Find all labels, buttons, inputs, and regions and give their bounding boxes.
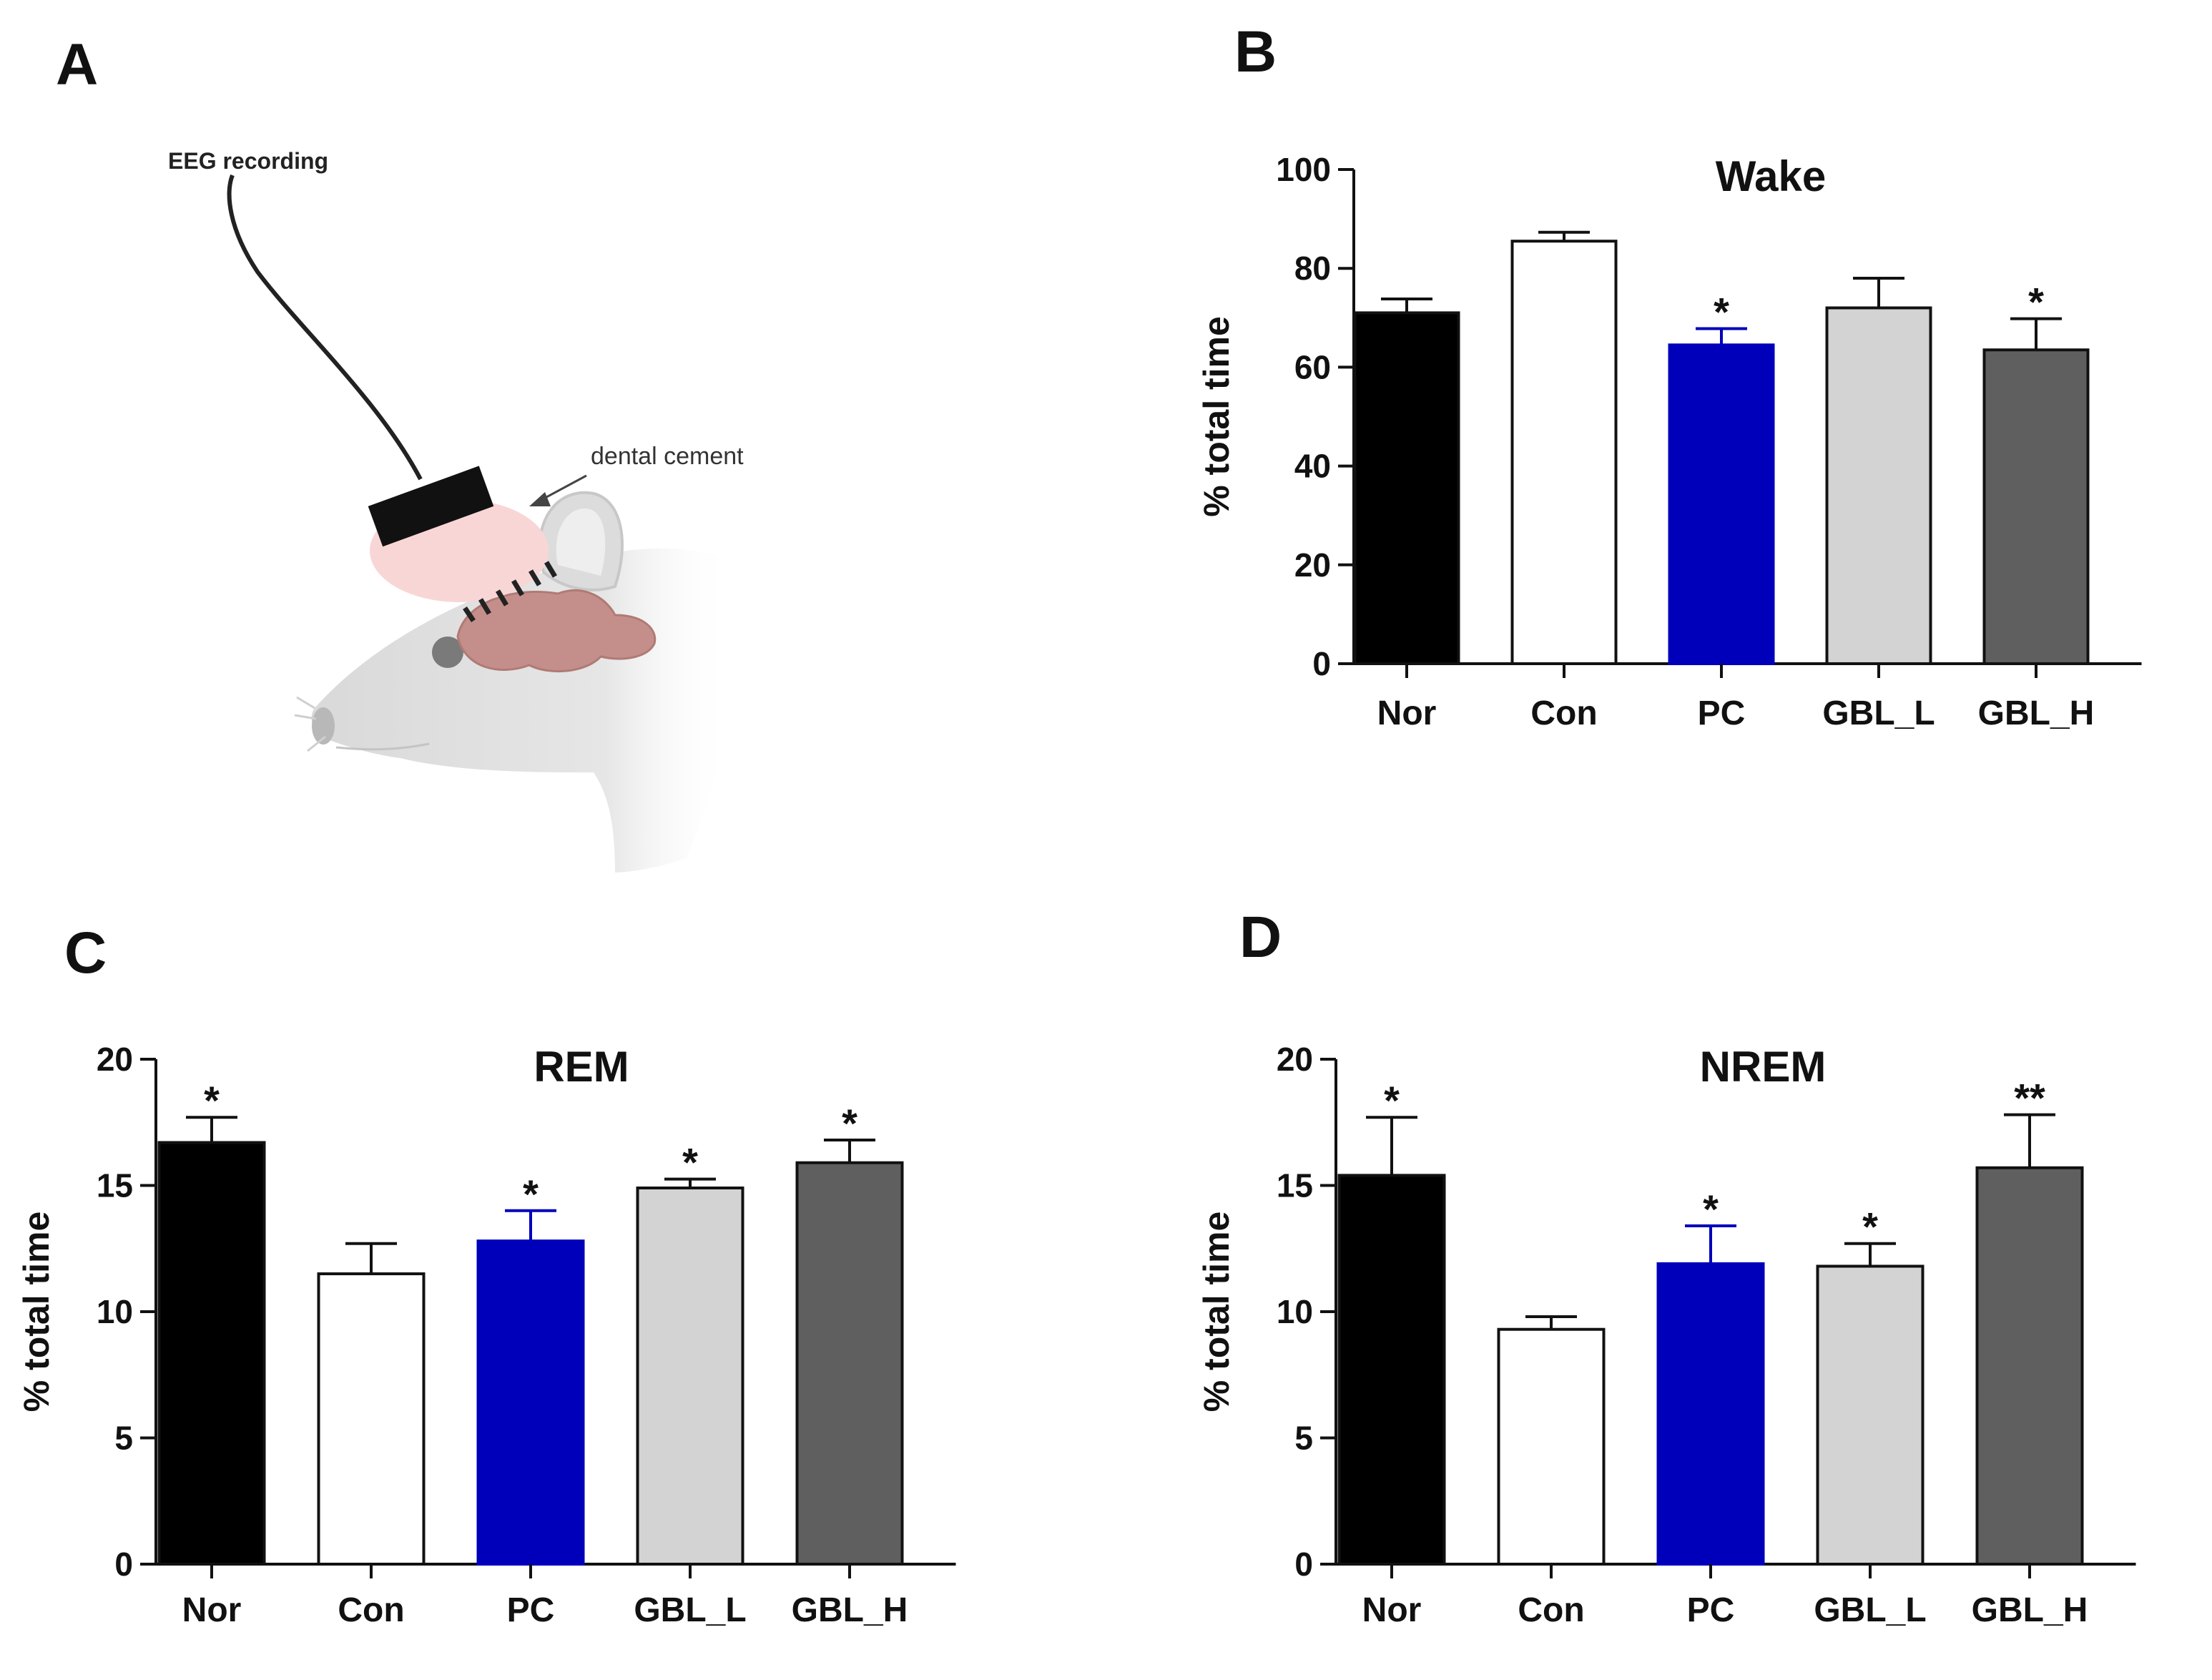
bar-nor [157, 1141, 266, 1566]
brain-icon [456, 589, 657, 673]
y-tick-label: 5 [1294, 1420, 1313, 1457]
panel-letter-c: C [64, 920, 107, 986]
panel-letter-b: B [1234, 19, 1277, 84]
chart-wake: Wake % total time 0 20 40 60 80 100 Nor Con PC * GBL… [1196, 151, 2142, 732]
significance-marker: * [1703, 1187, 1719, 1232]
bar-gbl-h [1982, 348, 2090, 665]
eeg-recording-label: EEG recording [168, 148, 328, 174]
bar-gbl-l [636, 1187, 744, 1566]
dental-cement-label: dental cement [591, 443, 744, 470]
x-tick-label: GBL_L [1822, 694, 1935, 732]
bar-pc [476, 1239, 585, 1566]
x-tick-label: GBL_H [1978, 694, 2095, 732]
dental-cement-arrow [539, 474, 587, 502]
significance-marker: * [2028, 280, 2044, 325]
bar-con [1497, 1327, 1606, 1566]
x-tick-label: Nor [1377, 694, 1437, 732]
y-tick-label: 15 [1277, 1167, 1313, 1204]
x-tick-label: Con [338, 1591, 404, 1629]
rat-eeg-illustration: EEG recording dental cement [168, 148, 744, 873]
x-tick-label: GBL_H [792, 1591, 908, 1629]
y-tick-label: 100 [1276, 151, 1331, 188]
chart-title: NREM [1700, 1043, 1827, 1091]
y-tick-label: 15 [97, 1167, 133, 1204]
electrodes [463, 561, 558, 622]
x-tick-label: GBL_L [1814, 1591, 1926, 1629]
bar-con [1510, 240, 1618, 665]
y-axis-label: % total time [1196, 1212, 1237, 1413]
y-tick-label: 80 [1294, 250, 1331, 287]
bar-pc [1656, 1262, 1765, 1566]
rat-eye [432, 637, 463, 668]
bar-nor [1337, 1174, 1446, 1566]
significance-marker: * [682, 1140, 698, 1185]
significance-marker: * [842, 1101, 857, 1146]
y-tick-label: 40 [1294, 448, 1331, 485]
x-tick-label: PC [507, 1591, 555, 1629]
y-tick-label: 5 [114, 1420, 133, 1457]
y-tick-label: 0 [1312, 645, 1331, 682]
bar-gbl-h [1975, 1166, 2084, 1566]
bar-gbl-l [1816, 1264, 1925, 1566]
y-tick-label: 20 [1277, 1041, 1313, 1078]
y-tick-label: 10 [97, 1293, 133, 1330]
bar-gbl-l [1825, 306, 1932, 665]
eeg-connector [368, 466, 494, 547]
rat-nose [312, 707, 335, 745]
x-tick-label: Nor [1362, 1591, 1422, 1629]
x-tick-label: Con [1518, 1591, 1584, 1629]
y-tick-label: 60 [1294, 348, 1331, 385]
panel-letter-a: A [56, 32, 98, 97]
chart-title: Wake [1716, 152, 1827, 200]
significance-marker: ** [2014, 1076, 2045, 1121]
x-tick-label: GBL_L [634, 1591, 746, 1629]
y-axis-label: % total time [1196, 316, 1237, 517]
x-tick-label: PC [1687, 1591, 1735, 1629]
chart-rem: REM % total time 0 5 10 15 20 Nor * Con PC * GBL_L * G… [16, 1041, 956, 1629]
significance-marker: * [523, 1171, 539, 1217]
x-tick-label: Nor [182, 1591, 242, 1629]
y-tick-label: 0 [1294, 1546, 1313, 1583]
chart-nrem: NREM % total time 0 5 10 15 20 Nor * Con PC * GBL_L *… [1196, 1041, 2136, 1629]
chart-title: REM [534, 1043, 629, 1091]
x-tick-label: GBL_H [1972, 1591, 2088, 1629]
x-tick-label: PC [1698, 694, 1746, 732]
y-tick-label: 20 [1294, 546, 1331, 584]
bar-nor [1353, 311, 1460, 665]
significance-marker: * [204, 1078, 220, 1123]
x-tick-label: Con [1530, 694, 1597, 732]
bar-con [317, 1272, 426, 1566]
bar-gbl-h [795, 1161, 904, 1566]
y-tick-label: 0 [114, 1546, 133, 1583]
y-axis-label: % total time [16, 1212, 56, 1413]
y-tick-label: 10 [1277, 1293, 1313, 1330]
eeg-cable [227, 174, 423, 481]
bar-pc [1668, 343, 1775, 665]
panel-letter-d: D [1239, 905, 1282, 970]
significance-marker: * [1862, 1204, 1878, 1249]
significance-marker: * [1384, 1078, 1400, 1123]
y-tick-label: 20 [97, 1041, 133, 1078]
significance-marker: * [1714, 290, 1729, 335]
